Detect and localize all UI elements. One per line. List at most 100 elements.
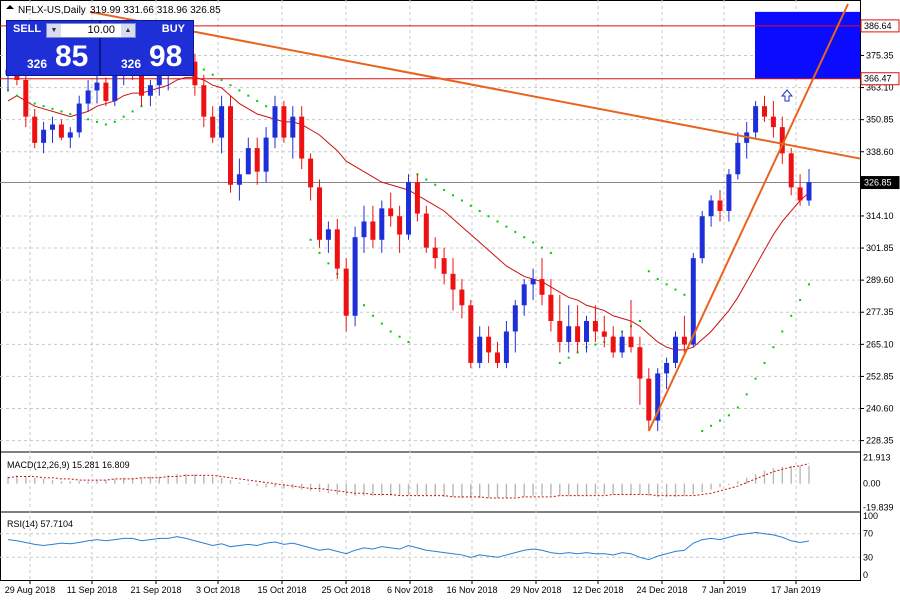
candle-body[interactable] <box>343 268 349 316</box>
candle-body[interactable] <box>619 336 625 353</box>
descending-trendline[interactable] <box>89 10 861 160</box>
candle-body[interactable] <box>32 116 38 143</box>
candle-body[interactable] <box>521 284 527 306</box>
sar-dot <box>496 220 499 223</box>
candle-body[interactable] <box>450 273 456 290</box>
lot-size-input[interactable]: ▼ 10.00 ▲ <box>46 23 136 38</box>
candle-body[interactable] <box>477 336 483 363</box>
candle-body[interactable] <box>272 106 278 138</box>
candle-body[interactable] <box>441 258 447 274</box>
symbol-label: NFLX-US,Daily <box>18 5 86 16</box>
candle-body[interactable] <box>779 127 785 154</box>
candle-body[interactable] <box>201 85 207 117</box>
candle-body[interactable] <box>41 129 47 143</box>
candle-body[interactable] <box>788 153 794 188</box>
lot-decrease-icon[interactable]: ▼ <box>47 24 61 37</box>
candle-body[interactable] <box>601 331 607 337</box>
candle-body[interactable] <box>156 66 162 86</box>
candle-body[interactable] <box>210 116 216 138</box>
trendlines[interactable] <box>89 3 861 432</box>
candle-body[interactable] <box>334 229 340 269</box>
candle-body[interactable] <box>539 279 545 295</box>
candle-body[interactable] <box>690 258 696 345</box>
candle-body[interactable] <box>112 74 118 101</box>
candle-body[interactable] <box>797 187 803 201</box>
candle-body[interactable] <box>370 221 376 240</box>
lot-increase-icon[interactable]: ▲ <box>121 24 135 37</box>
up-arrow-icon[interactable] <box>780 89 794 102</box>
candle-body[interactable] <box>290 116 296 138</box>
candle-body[interactable] <box>228 106 233 185</box>
candle-body[interactable] <box>281 106 287 138</box>
candle-body[interactable] <box>379 208 385 240</box>
candle-body[interactable] <box>503 331 509 363</box>
candle-body[interactable] <box>219 106 225 138</box>
candle-body[interactable] <box>584 321 589 342</box>
candle-body[interactable] <box>512 305 518 332</box>
candle-body[interactable] <box>468 305 474 363</box>
candle-body[interactable] <box>406 182 411 235</box>
candle-body[interactable] <box>673 336 678 363</box>
candle-body[interactable] <box>646 378 652 421</box>
candle-body[interactable] <box>753 106 759 133</box>
candle-body[interactable] <box>94 82 100 91</box>
candle-body[interactable] <box>254 148 260 172</box>
candle-body[interactable] <box>726 174 732 211</box>
candle-body[interactable] <box>85 90 91 104</box>
candle-body[interactable] <box>245 148 251 175</box>
candle-body[interactable] <box>557 321 563 342</box>
ascending-trendline[interactable] <box>647 3 849 432</box>
candle-body[interactable] <box>23 79 29 117</box>
candle-body[interactable] <box>192 61 198 86</box>
candle-body[interactable] <box>317 187 322 240</box>
candle-body[interactable] <box>58 124 64 138</box>
candle-body[interactable] <box>610 336 616 353</box>
candle-body[interactable] <box>806 182 812 201</box>
candle-body[interactable] <box>575 326 581 342</box>
symbol-dropdown-icon[interactable] <box>6 5 14 9</box>
candle-body[interactable] <box>681 336 687 345</box>
candle-body[interactable] <box>566 326 572 342</box>
candle-body[interactable] <box>388 208 394 217</box>
candle-body[interactable] <box>762 106 767 117</box>
candle-body[interactable] <box>735 142 741 175</box>
candle-body[interactable] <box>361 221 367 238</box>
candle-body[interactable] <box>459 289 465 306</box>
candle-body[interactable] <box>495 352 500 363</box>
candle-body[interactable] <box>717 200 723 211</box>
candle-body[interactable] <box>67 132 73 138</box>
candle-body[interactable] <box>236 174 242 185</box>
candle-body[interactable] <box>50 124 55 130</box>
candle-body[interactable] <box>699 216 705 259</box>
candle-body[interactable] <box>664 362 670 374</box>
candle-body[interactable] <box>628 336 634 348</box>
candle-body[interactable] <box>76 103 82 133</box>
candle-body[interactable] <box>423 213 429 248</box>
candle-body[interactable] <box>770 116 776 128</box>
one-click-trading-panel[interactable]: SELL 326 85 BUY 326 98 ▼ 10.00 ▲ <box>6 20 194 76</box>
candle-body[interactable] <box>592 321 598 332</box>
candle-body[interactable] <box>299 116 305 159</box>
candle-body[interactable] <box>708 200 714 217</box>
candle-body[interactable] <box>352 237 358 316</box>
candle-body[interactable] <box>308 158 314 188</box>
candle-body[interactable] <box>103 82 109 101</box>
price-tick-label: 240.60 <box>866 404 894 414</box>
candle-body[interactable] <box>655 373 661 421</box>
sar-dot <box>523 236 526 239</box>
candle-body[interactable] <box>530 279 536 285</box>
resistance-zone[interactable] <box>755 11 860 79</box>
candle-body[interactable] <box>397 216 403 235</box>
candles[interactable] <box>5 32 812 432</box>
candle-body[interactable] <box>325 229 331 240</box>
candle-body[interactable] <box>139 69 144 96</box>
candle-body[interactable] <box>147 85 153 96</box>
candle-body[interactable] <box>548 294 554 322</box>
candle-body[interactable] <box>263 137 269 172</box>
candle-body[interactable] <box>637 347 643 379</box>
candle-body[interactable] <box>432 247 438 259</box>
candle-body[interactable] <box>414 182 420 214</box>
candle-body[interactable] <box>486 336 492 353</box>
